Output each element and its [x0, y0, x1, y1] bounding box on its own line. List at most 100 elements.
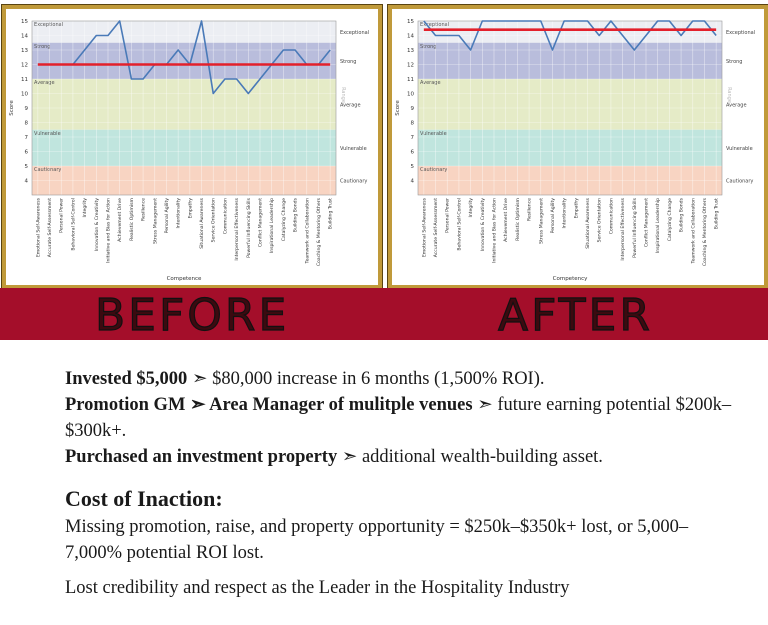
x-tick-label: Stress Management [538, 198, 544, 244]
x-tick-label: Intentionality [176, 198, 182, 229]
x-tick-label: Building Bonds [293, 197, 299, 232]
band [418, 42, 722, 79]
range-label: Cautionary [340, 179, 367, 185]
x-tick-label: Behavioral Self-Control [456, 198, 462, 251]
band-label: Average [420, 80, 441, 86]
x-tick-label: Service Orientation [211, 198, 217, 242]
x-tick-label: Teamwork and Collaboration [304, 198, 310, 265]
y-tick-label: 9 [25, 106, 29, 112]
x-tick-label: Interpersonal Effectiveness [620, 197, 626, 260]
x-tick-label: Accurate Self-Assessment [47, 198, 53, 258]
band [32, 129, 336, 166]
x-tick-label: Coaching & Mentoring Others [702, 197, 708, 266]
result-line: Purchased an investment property ➣ addit… [65, 444, 745, 470]
x-tick-label: Resilience [141, 198, 147, 221]
results: Invested $5,000 ➣ $80,000 increase in 6 … [65, 366, 745, 470]
y-tick-label: 10 [407, 92, 414, 98]
x-tick-label: Service Orientation [597, 198, 603, 242]
x-tick-label: Innovation & Creativity [480, 198, 486, 251]
x-axis-label: Competency [553, 276, 588, 282]
result-run: Promotion GM ➣ Area Manager of mulitple … [65, 395, 473, 415]
x-tick-label: Conflict Management [258, 198, 264, 247]
y-tick-label: 13 [21, 48, 28, 54]
band-label: Average [34, 80, 55, 86]
plot-frame [31, 20, 337, 196]
y-axis-label: Score [395, 100, 401, 116]
y-tick-label: 12 [21, 63, 28, 69]
y-tick-label: 14 [407, 34, 414, 40]
band [418, 21, 722, 43]
y-tick-label: 10 [21, 92, 28, 98]
x-axis-label: Competence [167, 276, 202, 282]
x-tick-label: Powerful Influencing Skills [632, 197, 638, 257]
x-tick-label: Building Trust [328, 198, 334, 229]
cost-paragraphs: Missing promotion, raise, and property o… [65, 514, 745, 601]
x-tick-label: Powerful Influencing Skills [246, 197, 252, 257]
y-tick-label: 14 [21, 34, 28, 40]
y-tick-label: 15 [21, 19, 28, 25]
y-tick-label: 7 [25, 135, 29, 141]
x-tick-label: Achievement Drive [503, 198, 509, 242]
range-label: Vulnerable [726, 146, 753, 152]
banner-label: BEFORE [94, 289, 290, 341]
x-tick-label: Communication [222, 198, 228, 234]
band-label: Cautionary [34, 167, 61, 173]
banner: BEFORE AFTER [0, 288, 768, 342]
x-tick-label: Integrity [468, 198, 474, 218]
series-line [423, 20, 717, 51]
y-tick-label: 4 [411, 179, 415, 185]
range-label: Average [726, 102, 747, 108]
x-tick-label: Emotional Self-Awareness [35, 197, 41, 257]
chart: Exceptional Exceptional Strong Strong Averag… [9, 19, 369, 282]
x-tick-label: Integrity [82, 198, 88, 218]
x-tick-label: Personal Agility [164, 198, 170, 234]
x-tick-label: Conflict Management [644, 198, 650, 247]
y-tick-label: 9 [411, 106, 415, 112]
x-tick-label: Realistic Optimism [129, 197, 135, 240]
y-tick-label: 5 [411, 164, 415, 170]
x-tick-label: Realistic Optimism [515, 197, 521, 240]
band [32, 79, 336, 130]
y-tick-label: 5 [25, 164, 29, 170]
range-label: Exceptional [340, 30, 369, 36]
result-run: ➣ $80,000 increase in 6 months (1,500% R… [187, 369, 545, 389]
x-tick-label: Behavioral Self-Control [70, 198, 76, 251]
band-label: Strong [34, 44, 50, 50]
y-tick-label: 6 [25, 150, 29, 156]
paragraph: Missing promotion, raise, and property o… [65, 517, 689, 563]
range-label: Strong [726, 59, 742, 65]
series-line [37, 20, 331, 95]
x-tick-label: Achievement Drive [117, 198, 123, 242]
x-tick-label: Building Trust [714, 198, 720, 229]
x-tick-label: Accurate Self-Assessment [433, 198, 439, 258]
band [418, 129, 722, 166]
result-run: ➣ future earning potential $200k–$300k+. [65, 395, 732, 441]
y-tick-label: 7 [411, 135, 415, 141]
x-tick-label: Catalyzing Change [281, 198, 287, 241]
band-label: Strong [420, 44, 436, 50]
x-tick-label: Stress Management [152, 198, 158, 244]
banner-label: AFTER [497, 289, 653, 341]
y-tick-label: 11 [407, 77, 414, 83]
heading: Cost of Inaction: [65, 486, 223, 511]
x-tick-label: Coaching & Mentoring Others [316, 197, 322, 266]
result-run: ➣ additional wealth-building asset. [337, 447, 603, 467]
result-run: Invested $5,000 [65, 369, 188, 389]
band-label: Cautionary [420, 167, 447, 173]
band-label: Vulnerable [420, 131, 447, 137]
x-tick-label: Situational Awareness [199, 197, 205, 248]
y-tick-label: 15 [407, 19, 414, 25]
x-tick-label: Catalyzing Change [667, 198, 673, 241]
x-tick-label: Situational Awareness [585, 197, 591, 248]
x-tick-label: Personal Power [445, 198, 451, 233]
range-label: Cautionary [726, 179, 753, 185]
chart: Exceptional Exceptional Strong Strong Averag… [395, 19, 755, 282]
x-tick-label: Interpersonal Effectiveness [234, 197, 240, 260]
x-tick-label: Inspirational Leadership [269, 198, 275, 253]
text-block: Invested $5,000 ➣ $80,000 increase in 6 … [65, 366, 745, 610]
x-tick-label: Intentionality [562, 198, 568, 229]
chart-frame-before: Exceptional Exceptional Strong Strong Averag… [2, 5, 382, 289]
band [32, 42, 336, 79]
x-tick-label: Empathy [187, 198, 193, 219]
